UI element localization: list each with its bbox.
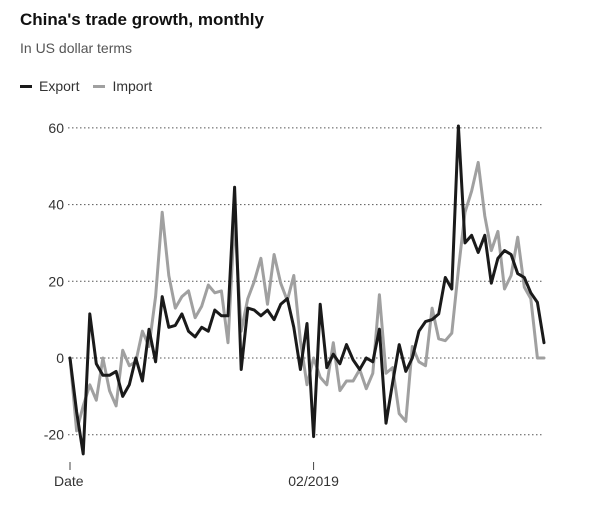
y-tick-label-20: 20 bbox=[48, 273, 64, 289]
legend-item-export: Export bbox=[20, 78, 79, 94]
chart-subtitle: In US dollar terms bbox=[20, 40, 133, 56]
x-tick-label-1: 02/2019 bbox=[288, 473, 339, 489]
series-line-export bbox=[68, 124, 546, 456]
legend-item-import: Import bbox=[93, 78, 152, 94]
y-tick-label-0: 0 bbox=[56, 350, 64, 366]
legend: Export Import bbox=[20, 78, 166, 94]
legend-label-import: Import bbox=[112, 78, 153, 94]
legend-swatch-import bbox=[93, 84, 106, 88]
y-tick-label--20: -20 bbox=[44, 427, 64, 443]
chart-title: China's trade growth, monthly bbox=[20, 10, 264, 29]
legend-swatch-export bbox=[20, 84, 32, 88]
y-tick-label-40: 40 bbox=[48, 197, 64, 213]
x-tick-label-0: Date bbox=[54, 473, 84, 489]
legend-label-export: Export bbox=[39, 78, 80, 94]
y-tick-label-60: 60 bbox=[48, 120, 64, 136]
series-line-import bbox=[68, 160, 546, 433]
